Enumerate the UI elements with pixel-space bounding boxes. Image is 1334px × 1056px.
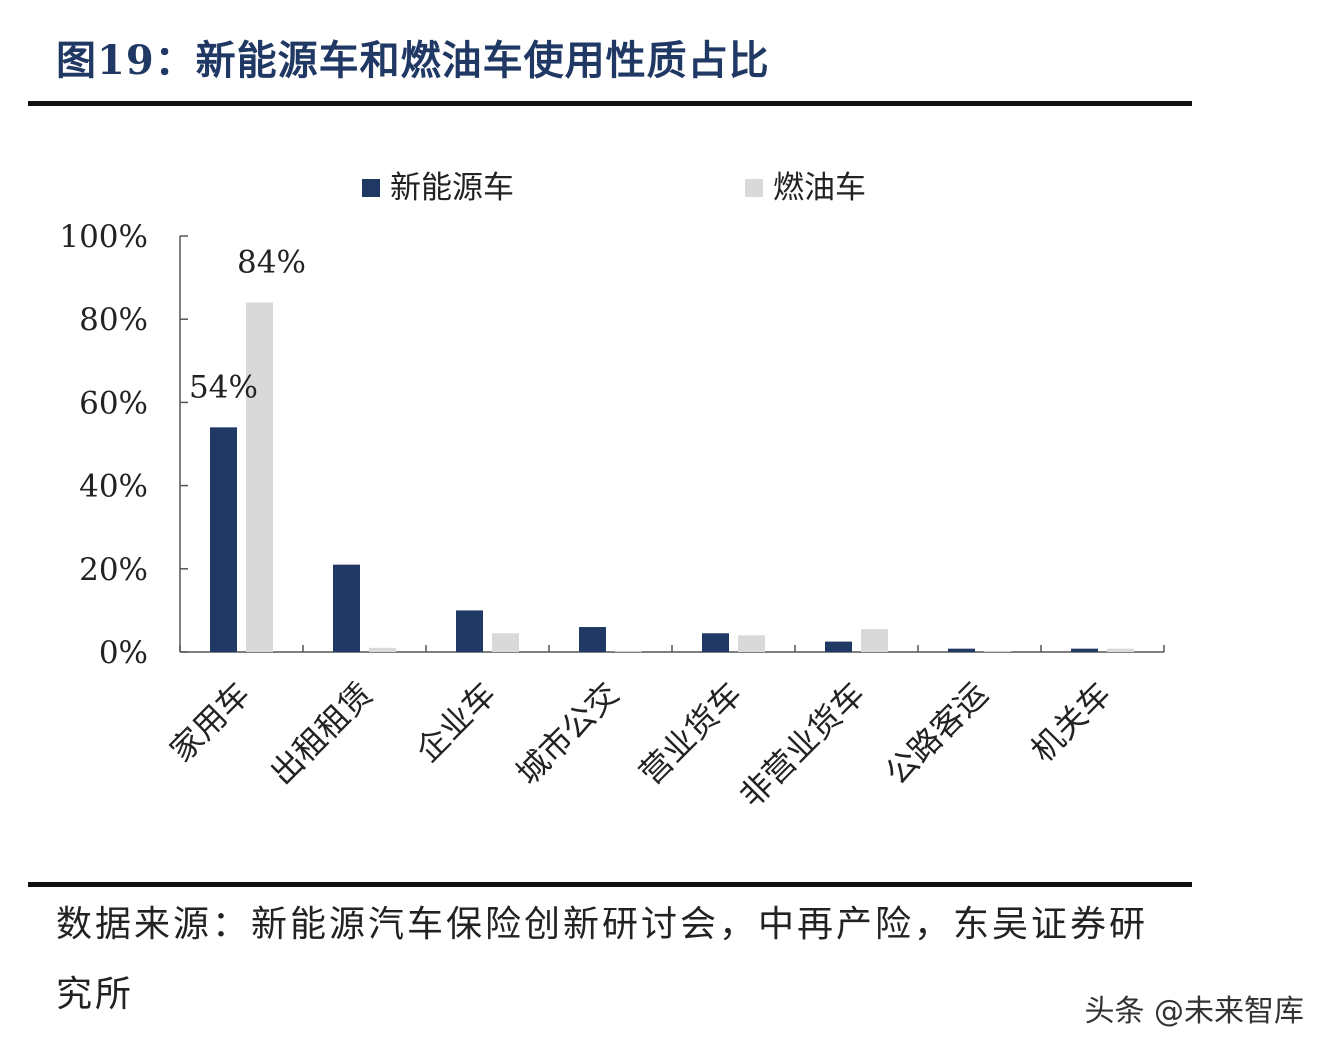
bar-nev-1 (333, 564, 360, 652)
bar-nev-7 (1071, 648, 1098, 652)
chart-title: 图19：新能源车和燃油车使用性质占比 (56, 37, 770, 84)
legend-swatch-fuel (745, 179, 763, 197)
x-tick-label: 公路客运 (878, 675, 995, 792)
data-labels: 54% 84% (189, 245, 306, 406)
data-label: 54% (189, 369, 258, 405)
x-tick-label: 营业货车 (632, 675, 749, 792)
x-tick-label: 城市公交 (509, 675, 626, 792)
title-rule (28, 101, 1192, 106)
legend-label-nev: 新能源车 (390, 170, 514, 206)
y-tick-label: 0% (99, 635, 148, 671)
bar-fuel-7 (1107, 648, 1134, 652)
bar-fuel-1 (369, 647, 396, 652)
y-tick-label: 80% (79, 302, 148, 338)
y-tick-label: 40% (79, 469, 148, 505)
source-rule (28, 882, 1192, 887)
watermark: 头条 @未来智库 (1084, 994, 1304, 1029)
legend-swatch-nev (362, 179, 380, 197)
x-tick-label: 出租租赁 (263, 675, 380, 792)
data-label: 84% (237, 245, 306, 281)
bar-nev-6 (948, 648, 975, 652)
x-tick-label: 家用车 (162, 675, 257, 770)
bar-fuel-6 (984, 651, 1011, 652)
bar-nev-3 (579, 627, 606, 652)
x-tick-label: 企业车 (408, 675, 503, 770)
legend: 新能源车 燃油车 (362, 170, 866, 206)
bar-fuel-5 (861, 629, 888, 652)
bar-fuel-4 (738, 635, 765, 652)
bar-chart: 新能源车 燃油车 0% 20% 40% 60% 80% 100% 家用车 出租租赁 企业车 城市公交… (59, 170, 1165, 815)
x-tick-label: 机关车 (1023, 675, 1118, 770)
bar-fuel-3 (615, 651, 642, 652)
bar-nev-5 (825, 641, 852, 652)
bar-fuel-2 (492, 633, 519, 652)
y-tick-label: 20% (79, 552, 148, 588)
y-tick-label: 60% (79, 385, 148, 421)
bar-nev-0 (210, 427, 237, 652)
bars (210, 302, 1134, 652)
legend-label-fuel: 燃油车 (773, 170, 866, 206)
bar-fuel-0 (246, 302, 273, 652)
y-tick-label: 100% (59, 219, 148, 255)
source-note: 数据来源：新能源汽车保险创新研讨会，中再产险，东吴证券研究所 (56, 904, 1149, 1015)
bar-nev-2 (456, 610, 483, 652)
bar-nev-4 (702, 633, 729, 652)
x-tick-label: 非营业货车 (732, 675, 872, 815)
